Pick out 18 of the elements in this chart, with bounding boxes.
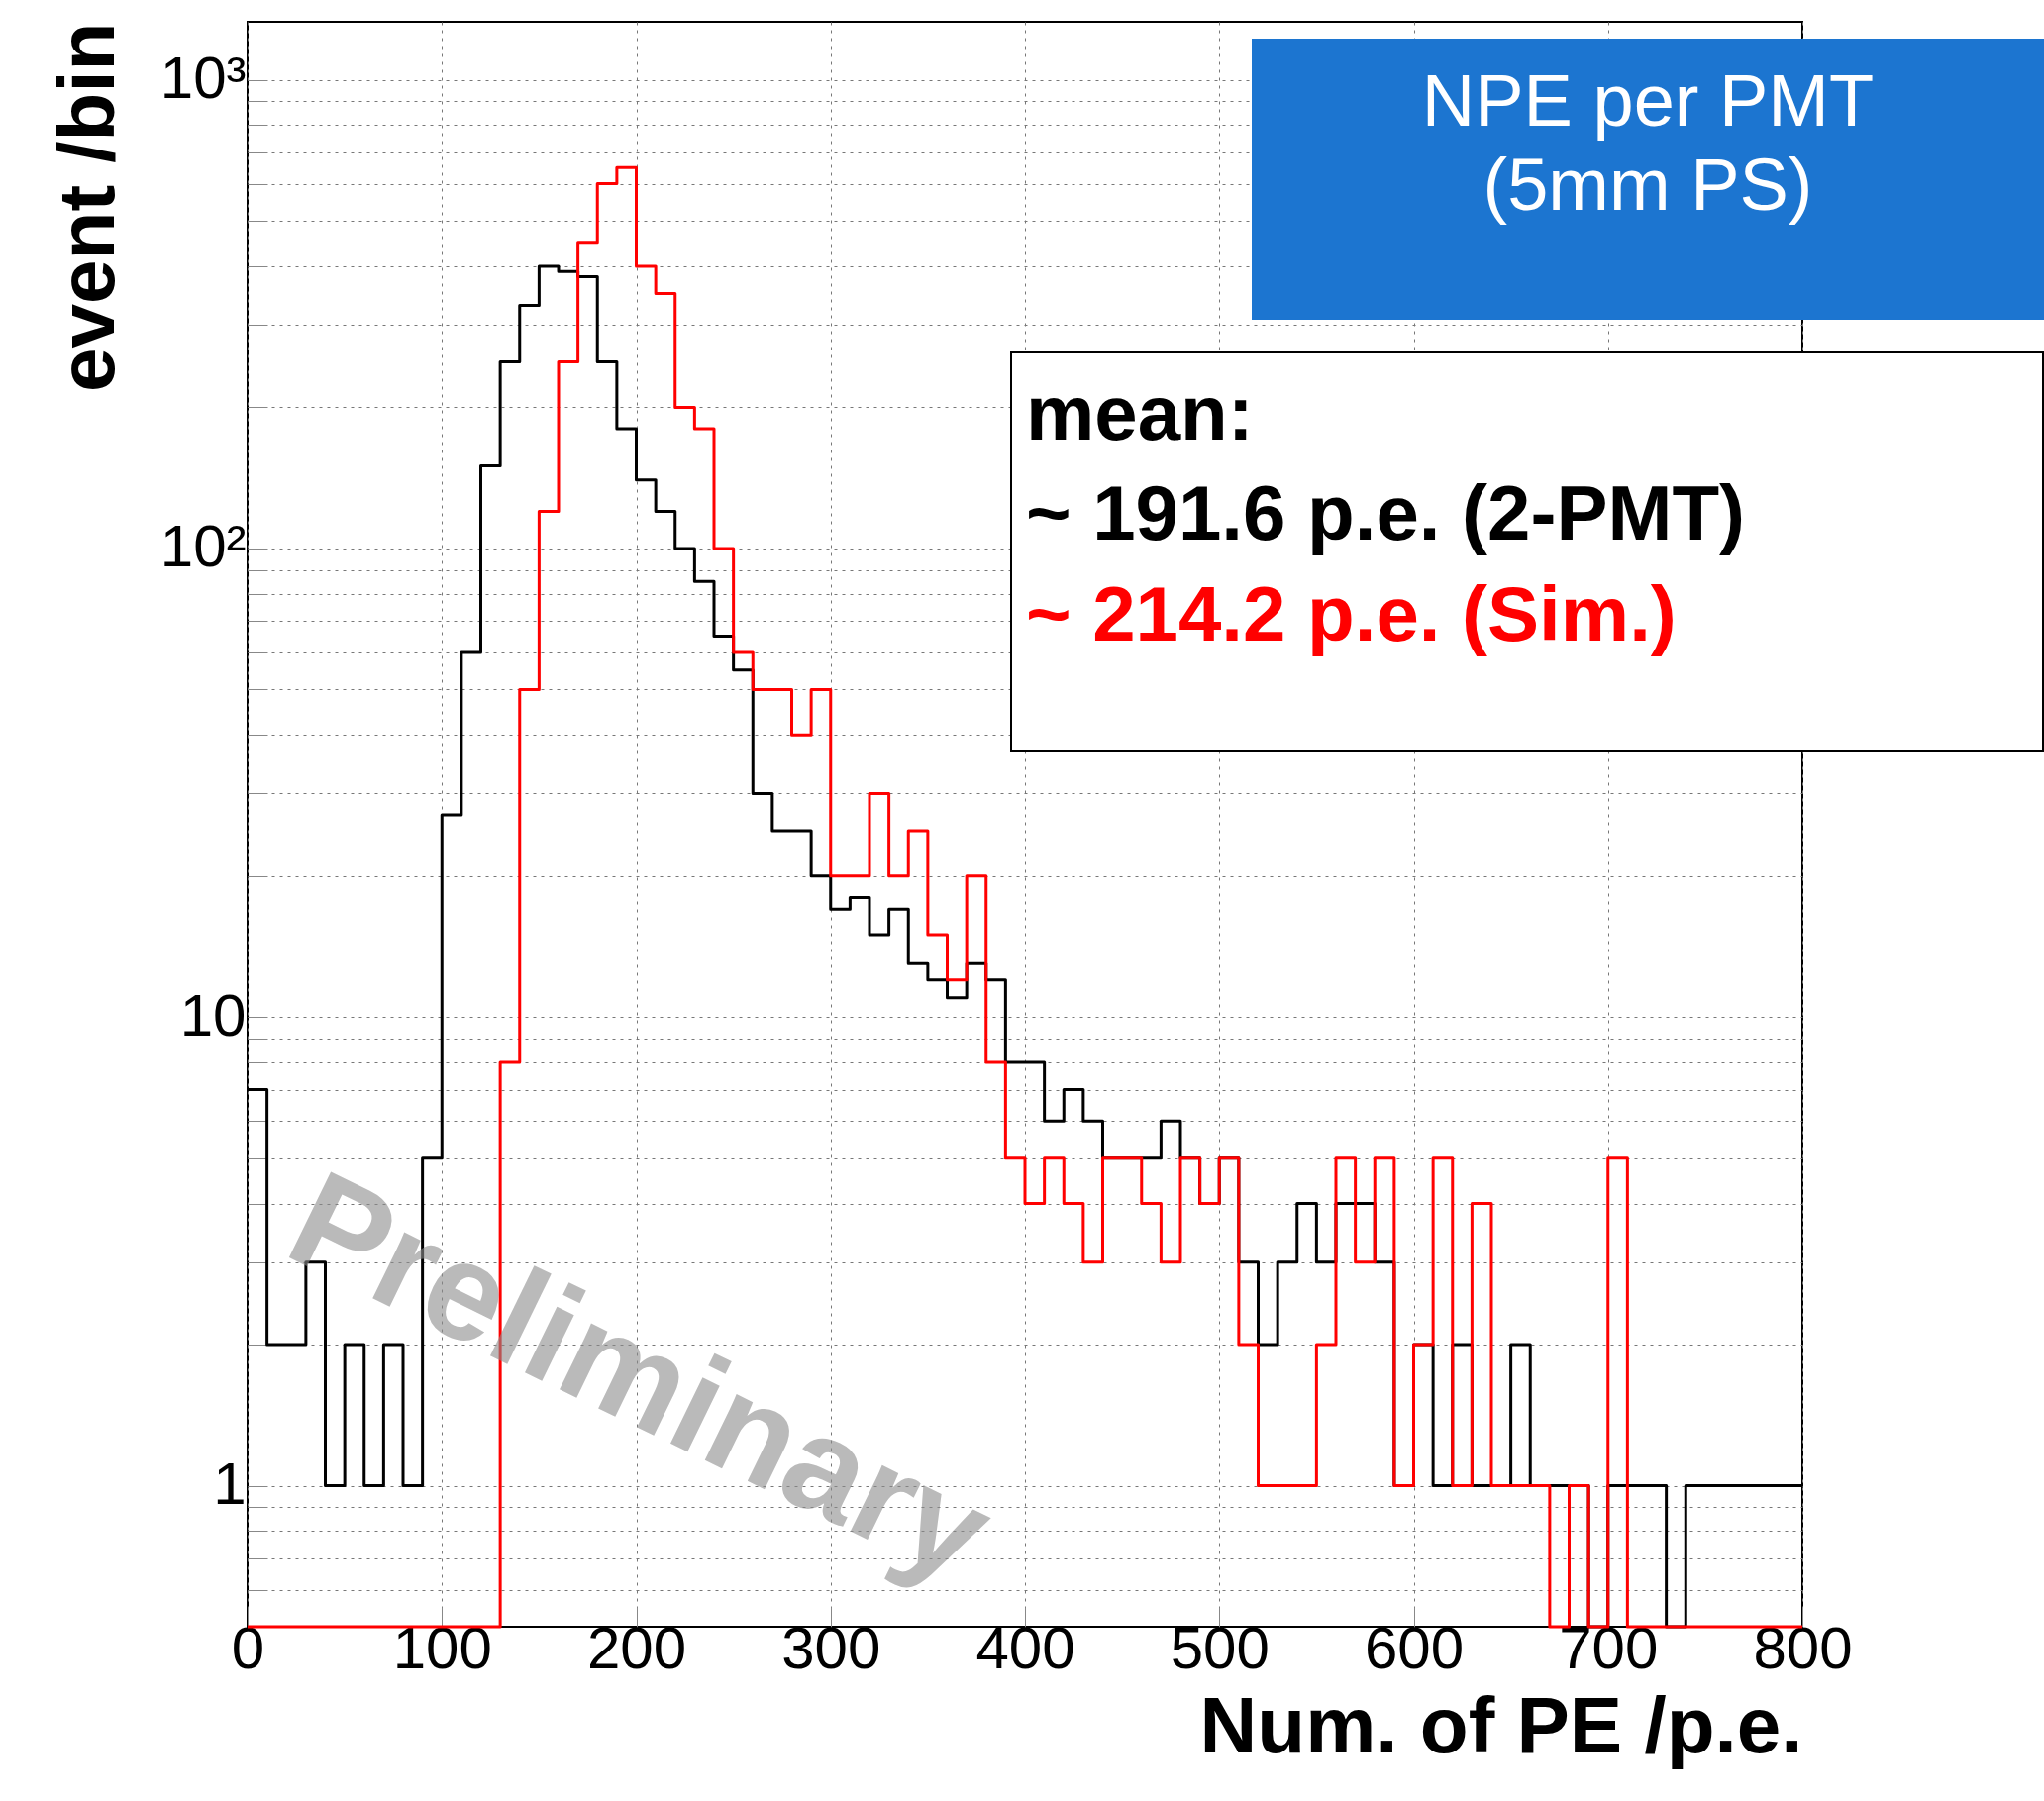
y-tick-label: 1 <box>213 1451 247 1518</box>
x-tick-label: 800 <box>1753 1614 1853 1681</box>
y-axis-title: event /bin <box>42 22 131 392</box>
x-tick-label: 600 <box>1364 1614 1465 1681</box>
x-axis-title: Num. of PE /p.e. <box>1199 1680 1803 1769</box>
x-tick-label: 700 <box>1559 1614 1659 1681</box>
title-panel: NPE per PMT (5mm PS) <box>1252 39 2044 320</box>
y-tick-label: 10² <box>159 513 247 580</box>
x-tick-label: 200 <box>586 1614 687 1681</box>
x-tick-label: 300 <box>781 1614 881 1681</box>
y-tick-label: 10 <box>179 981 247 1049</box>
x-tick-label: 0 <box>231 1614 265 1681</box>
legend-title: mean: <box>1026 368 1255 458</box>
legend-panel: mean: ~ 191.6 p.e. (2-PMT) ~ 214.2 p.e. (Sim.) <box>1010 351 2044 752</box>
x-tick-label: 400 <box>975 1614 1075 1681</box>
x-tick-label: 500 <box>1170 1614 1270 1681</box>
y-tick-label: 10³ <box>159 45 247 112</box>
x-tick-label: 100 <box>392 1614 492 1681</box>
